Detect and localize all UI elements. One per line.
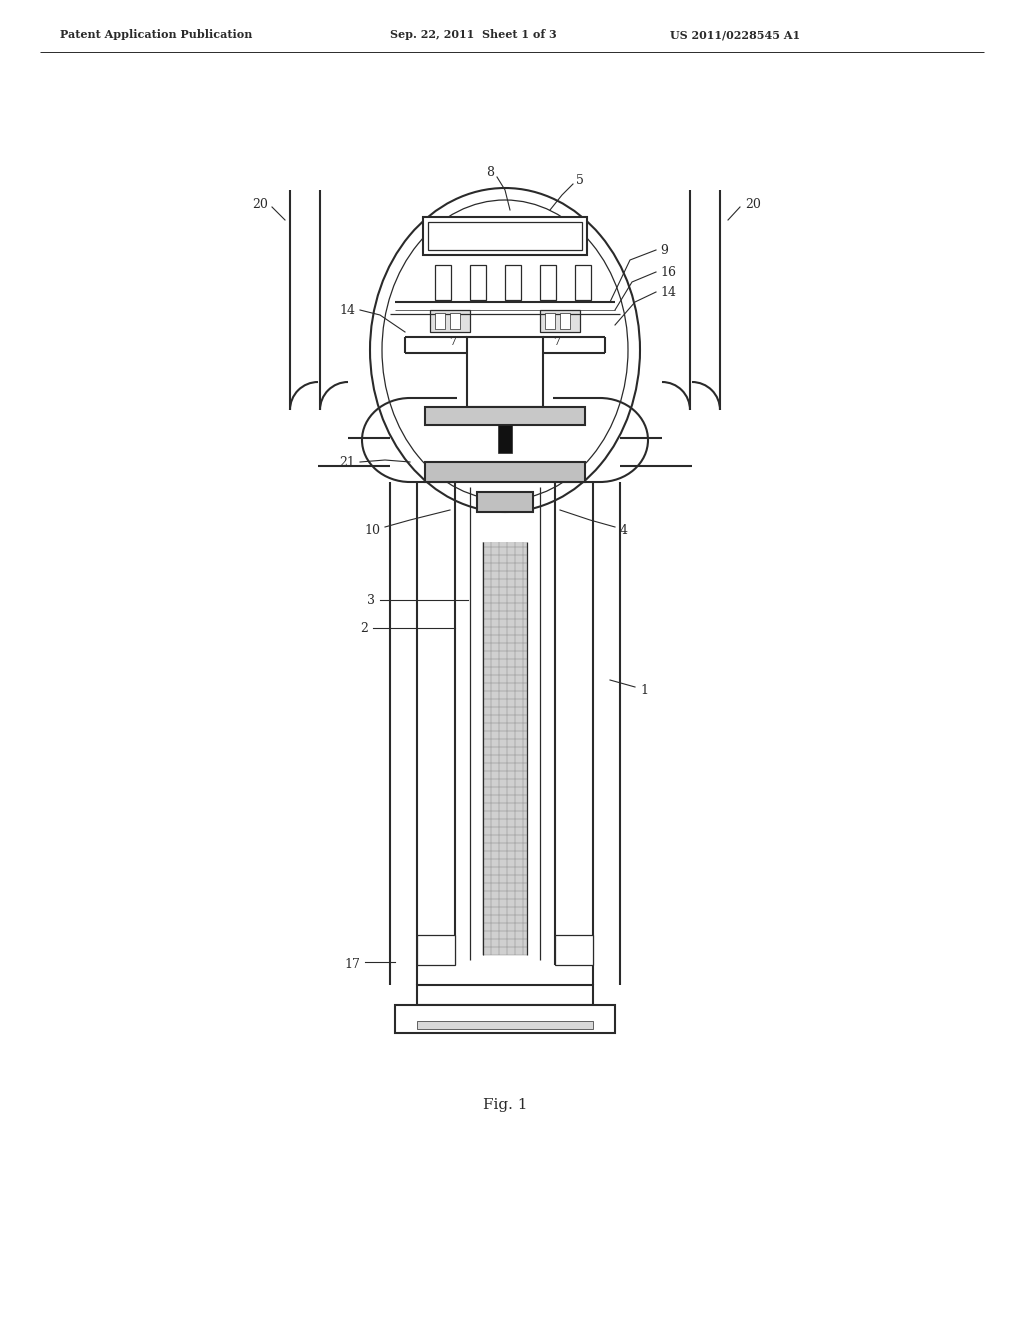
Bar [435, 265, 451, 300]
Bar [417, 985, 593, 1005]
Bar [467, 337, 543, 407]
Bar [498, 425, 512, 453]
Bar [435, 313, 445, 329]
Text: Sep. 22, 2011  Sheet 1 of 3: Sep. 22, 2011 Sheet 1 of 3 [390, 29, 557, 41]
Text: 14: 14 [660, 285, 676, 298]
Bar [417, 1020, 593, 1030]
Text: US 2011/0228545 A1: US 2011/0228545 A1 [670, 29, 800, 41]
Bar [540, 310, 580, 333]
Text: 1: 1 [640, 684, 648, 697]
Bar [540, 265, 556, 300]
Bar [505, 265, 521, 300]
Bar [425, 407, 585, 425]
Bar [425, 462, 585, 482]
Bar [428, 222, 582, 249]
Text: 2: 2 [360, 622, 368, 635]
Text: 8: 8 [486, 165, 494, 178]
Bar [430, 310, 470, 333]
Bar [560, 313, 570, 329]
Text: 5: 5 [577, 173, 584, 186]
Text: Patent Application Publication: Patent Application Publication [60, 29, 252, 41]
Bar [545, 313, 555, 329]
Text: 20: 20 [252, 198, 268, 211]
Text: 9: 9 [660, 243, 668, 256]
Text: 6: 6 [500, 363, 510, 380]
Bar [450, 313, 460, 329]
Text: Fig. 1: Fig. 1 [482, 1098, 527, 1111]
Bar [477, 492, 534, 512]
Bar [555, 935, 593, 965]
Text: 17: 17 [344, 958, 360, 972]
Text: 20: 20 [745, 198, 761, 211]
Bar [395, 1005, 615, 1034]
Text: 16: 16 [660, 265, 676, 279]
Bar [575, 265, 591, 300]
Bar [417, 935, 455, 965]
Bar [470, 265, 486, 300]
Text: 4: 4 [620, 524, 628, 536]
Text: 7: 7 [554, 337, 560, 347]
Text: 3: 3 [367, 594, 375, 606]
Text: 14: 14 [339, 304, 355, 317]
Bar [423, 216, 587, 255]
Text: 7: 7 [450, 337, 457, 347]
Bar [483, 543, 527, 954]
Text: 21: 21 [339, 455, 355, 469]
Text: 10: 10 [364, 524, 380, 536]
